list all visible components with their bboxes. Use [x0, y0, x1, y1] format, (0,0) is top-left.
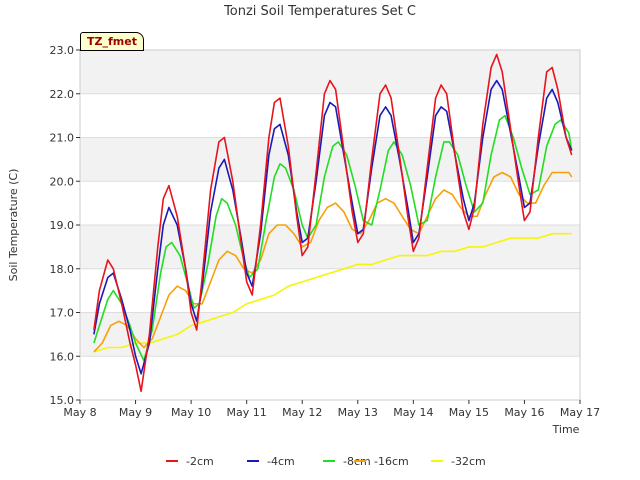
x-tick-label: May 11	[227, 406, 267, 419]
y-tick-label: 19.0	[50, 219, 75, 232]
x-axis-label: Time	[552, 423, 580, 436]
y-tick-label: 22.0	[50, 88, 75, 101]
series-line-32cmcm	[93, 232, 572, 353]
series-line-8cmcm	[93, 114, 573, 362]
y-tick-label: 21.0	[50, 132, 75, 145]
x-tick-label: May 13	[338, 406, 378, 419]
x-tick-label: May 9	[119, 406, 152, 419]
x-tick-label: May 16	[504, 406, 544, 419]
legend-label: -2cm	[186, 455, 214, 468]
x-tick-label: May 17	[560, 406, 600, 419]
chart-title: Tonzi Soil Temperatures Set C	[223, 4, 416, 19]
y-axis-ticks: 15.0 16.0 17.0 18.0 19.0 20.0 21.0 22.0 23.0	[50, 44, 80, 407]
plot-bands	[80, 50, 580, 357]
plot-band	[80, 50, 580, 94]
x-tick-label: May 15	[449, 406, 489, 419]
y-tick-label: 18.0	[50, 263, 75, 276]
y-tick-label: 20.0	[50, 175, 75, 188]
plot-band	[80, 312, 580, 357]
y-tick-label: 17.0	[50, 307, 75, 320]
x-tick-label: May 14	[393, 406, 433, 419]
series-lines	[93, 53, 573, 393]
y-tick-label: 15.0	[50, 394, 75, 407]
series-line-2cmcm	[93, 53, 573, 393]
x-tick-label: May 10	[171, 406, 211, 419]
x-tick-label: May 8	[63, 406, 96, 419]
plot-band	[80, 225, 580, 269]
legend-label: -4cm	[267, 455, 295, 468]
x-axis-ticks: May 8 May 9 May 10 May 11 May 12 May 13 May 14…	[63, 400, 600, 419]
legend-label: -32cm	[451, 455, 486, 468]
site-tag: TZ_fmet	[80, 32, 144, 51]
series-line-4cmcm	[93, 79, 573, 375]
legend-label: -16cm	[374, 455, 409, 468]
series-line-16cmcm	[93, 171, 573, 353]
x-tick-label: May 12	[282, 406, 322, 419]
legend: -2cm -4cm -8cm -16cm -32cm	[166, 455, 486, 468]
y-tick-label: 23.0	[50, 44, 75, 57]
y-axis-label: Soil Temperature (C)	[7, 169, 20, 282]
y-tick-label: 16.0	[50, 350, 75, 363]
